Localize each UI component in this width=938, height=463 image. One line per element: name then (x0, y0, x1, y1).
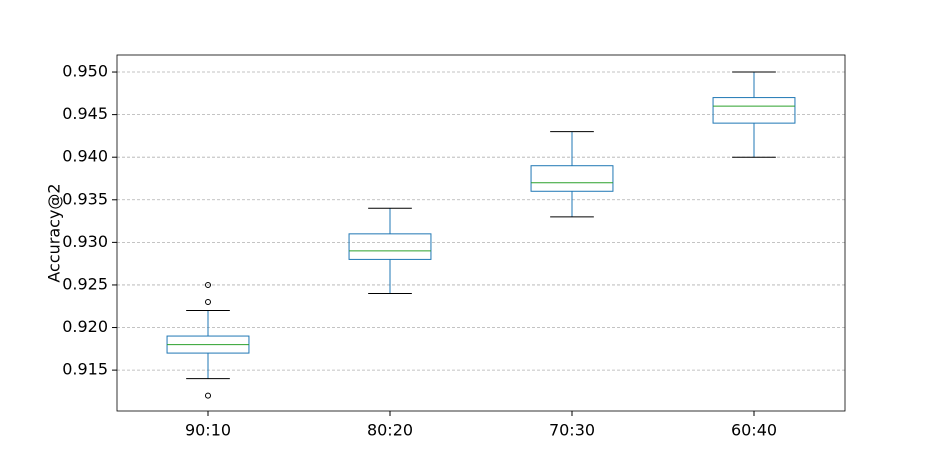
y-tick-label: 0.925 (62, 274, 108, 293)
flier (205, 298, 211, 305)
y-tick-label: 0.920 (62, 317, 108, 336)
y-tick-label: 0.930 (62, 232, 108, 251)
y-tick-label: 0.935 (62, 189, 108, 208)
flier (205, 392, 211, 399)
box (712, 97, 796, 124)
y-tick-label: 0.950 (62, 62, 108, 81)
y-tick-label: 0.945 (62, 104, 108, 123)
x-tick-label: 90:10 (185, 421, 231, 440)
box (530, 165, 614, 192)
plot-frame (116, 54, 846, 412)
x-tick-label: 80:20 (367, 421, 413, 440)
x-tick-label: 60:40 (731, 421, 777, 440)
flier (205, 281, 211, 288)
y-axis-label: Accuracy@2 (45, 183, 64, 282)
y-tick-label: 0.940 (62, 147, 108, 166)
y-tick-label: 0.915 (62, 360, 108, 379)
x-tick-label: 70:30 (549, 421, 595, 440)
box (348, 233, 432, 260)
